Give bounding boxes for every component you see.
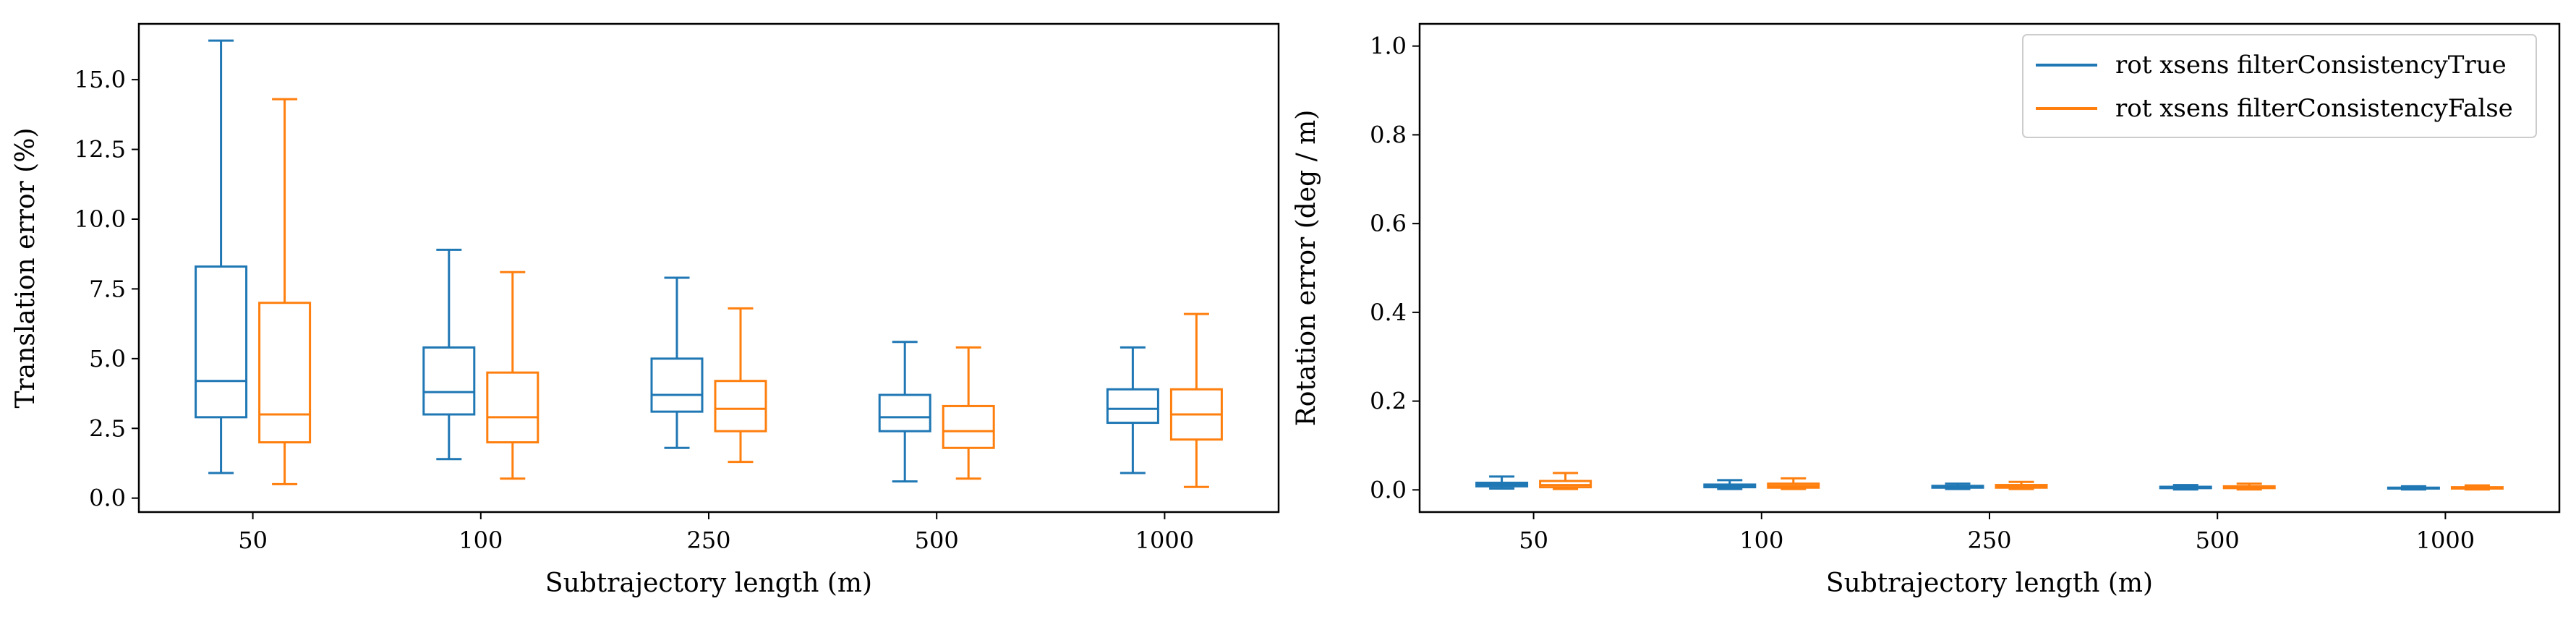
x-tick-label: 1000 [2416, 527, 2475, 554]
y-tick-label: 1.0 [1370, 33, 1407, 60]
rotation-box-500-false [2222, 482, 2276, 491]
iqr-box [942, 404, 995, 449]
translation-box-100-false [486, 270, 539, 480]
rotation-box-1000-true [2387, 485, 2440, 491]
rotation-box-50-false [1539, 472, 1592, 490]
rotation-box-250-false [1995, 480, 2048, 490]
x-tick-label: 50 [1519, 527, 1548, 554]
y-axis-label: Translation error (%) [11, 128, 40, 409]
iqr-box [714, 380, 767, 433]
iqr-box [650, 357, 704, 413]
iqr-box [258, 302, 312, 444]
iqr-box [878, 393, 931, 433]
rotation-box-250-true [1931, 482, 1984, 490]
y-tick-label: 0.0 [89, 485, 126, 512]
translation-box-50-true [195, 39, 248, 474]
y-tick-label: 15.0 [74, 66, 126, 93]
translation-box-50-false [258, 98, 312, 485]
legend-frame [2022, 34, 2537, 138]
x-tick-label: 500 [2196, 527, 2240, 554]
legend: rot xsens filterConsistencyTrue rot xsen… [2022, 34, 2537, 138]
rotation-box-1000-false [2450, 484, 2504, 491]
y-tick-label: 0.4 [1370, 299, 1407, 326]
y-axis-label: Rotation error (deg / m) [1292, 110, 1321, 427]
translation-box-250-true [650, 276, 704, 449]
legend-label-0: rot xsens filterConsistencyTrue [2115, 51, 2507, 80]
y-tick-label: 5.0 [89, 345, 126, 372]
rotation-box-500-true [2159, 484, 2212, 491]
translation-error-panel: 0.0 2.5 5.0 7.5 10.0 12.5 15.0 50 100 250 500 1000 S… [11, 22, 1280, 598]
iqr-box [1106, 388, 1159, 425]
x-tick-label: 1000 [1135, 527, 1194, 554]
rotation-error-panel: 0.0 0.2 0.4 0.6 0.8 1.0 50 100 250 500 1000 Subtraj… [1292, 22, 2561, 598]
y-tick-label: 2.5 [89, 414, 126, 442]
y-tick-label: 10.0 [74, 205, 126, 233]
x-tick-label: 250 [686, 527, 730, 554]
x-tick-label: 500 [915, 527, 959, 554]
y-tick-label: 0.6 [1370, 210, 1407, 237]
y-tick-label: 0.8 [1370, 121, 1407, 148]
rotation-box-50-true [1475, 475, 1529, 490]
translation-box-500-false [942, 346, 995, 480]
x-tick-label: 250 [1967, 527, 2011, 554]
y-tick-label: 12.5 [74, 136, 126, 163]
x-tick-label: 100 [459, 527, 503, 554]
iqr-box [422, 346, 476, 416]
rotation-box-100-true [1703, 479, 1757, 490]
translation-box-100-true [422, 248, 476, 461]
plot-frame [137, 22, 1280, 514]
plot-frame [1418, 22, 2561, 514]
translation-box-250-false [714, 307, 767, 464]
rotation-box-100-false [1767, 477, 1820, 490]
y-tick-label: 7.5 [89, 275, 126, 302]
y-tick-label: 0.0 [1370, 476, 1407, 503]
x-tick-label: 100 [1739, 527, 1783, 554]
y-tick-label: 0.2 [1370, 388, 1407, 415]
x-axis-label: Subtrajectory length (m) [1826, 568, 2153, 598]
legend-label-1: rot xsens filterConsistencyFalse [2115, 94, 2513, 123]
x-axis-label: Subtrajectory length (m) [545, 568, 872, 598]
translation-box-500-true [878, 341, 931, 483]
x-tick-label: 50 [238, 527, 268, 554]
iqr-box [195, 265, 248, 419]
iqr-box [486, 371, 539, 444]
translation-box-1000-false [1169, 312, 1223, 488]
translation-box-1000-true [1106, 346, 1159, 474]
